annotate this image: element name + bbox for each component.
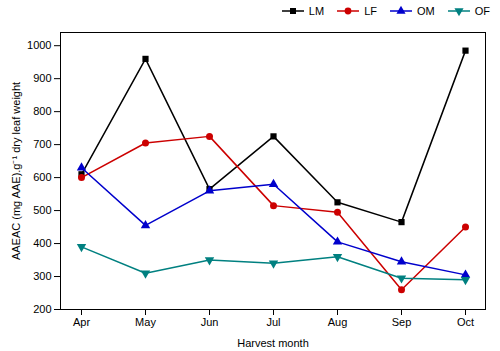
svg-text:400: 400 [33,237,51,249]
html-text:OF: OF [474,5,490,17]
html-text:LM: LM [308,5,325,17]
html-text:OM: OM [417,5,435,17]
svg-text:May: May [135,316,156,328]
svg-text:300: 300 [33,270,51,282]
svg-text:Apr: Apr [73,316,90,328]
svg-text:500: 500 [33,204,51,216]
svg-text:Aug: Aug [328,316,348,328]
svg-text:600: 600 [33,171,51,183]
svg-text:AAEAC (mg AAE).g⁻¹ dry leaf we: AAEAC (mg AAE).g⁻¹ dry leaf weight [10,82,22,260]
svg-text:Harvest month: Harvest month [237,337,309,349]
html-text:LF: LF [364,5,377,17]
svg-text:Sep: Sep [392,316,412,328]
svg-text:1000: 1000 [27,39,51,51]
svg-text:Jul: Jul [266,316,280,328]
svg-text:700: 700 [33,138,51,150]
svg-text:Oct: Oct [457,316,474,328]
svg-text:200: 200 [33,303,51,315]
svg-text:Jun: Jun [201,316,219,328]
svg-text:800: 800 [33,105,51,117]
svg-text:900: 900 [33,72,51,84]
